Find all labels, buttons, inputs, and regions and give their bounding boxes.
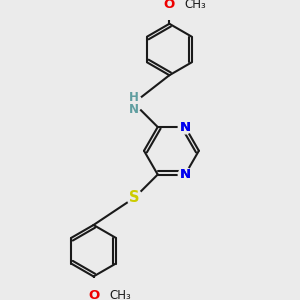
- Text: N: N: [180, 168, 191, 181]
- Circle shape: [178, 168, 192, 182]
- Text: CH₃: CH₃: [185, 0, 207, 11]
- Text: CH₃: CH₃: [109, 289, 131, 300]
- Text: N: N: [180, 121, 191, 134]
- Text: N: N: [180, 168, 191, 181]
- Circle shape: [125, 94, 142, 112]
- Circle shape: [178, 120, 192, 134]
- Circle shape: [162, 0, 177, 13]
- Circle shape: [127, 190, 142, 205]
- Text: O: O: [88, 289, 99, 300]
- Text: N: N: [180, 121, 191, 134]
- Text: O: O: [164, 0, 175, 11]
- Text: S: S: [129, 190, 140, 205]
- Text: H
N: H N: [129, 91, 139, 116]
- Circle shape: [86, 288, 101, 300]
